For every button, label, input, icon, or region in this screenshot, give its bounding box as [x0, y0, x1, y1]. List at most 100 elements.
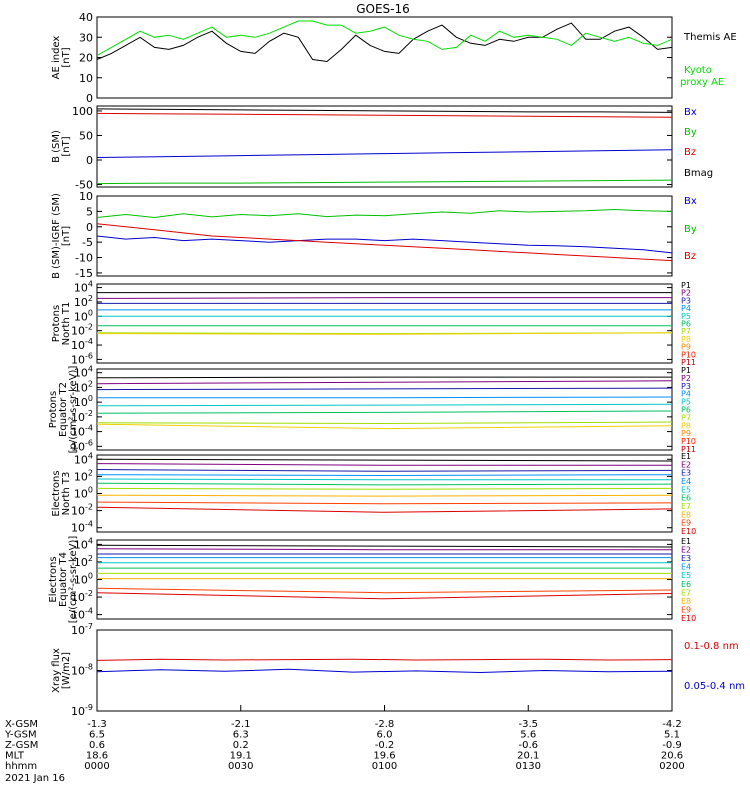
y-axis-label: B (SM)-IGRF (SM): [51, 193, 62, 279]
legend-entry: P2: [681, 289, 691, 298]
series-line-p7: [96, 421, 673, 425]
y-tick-label: 10-6: [71, 438, 93, 453]
panel-frame: [96, 454, 673, 533]
ephemeris-value: -0.6: [518, 740, 538, 751]
series-line-by: [96, 179, 673, 185]
panel-frame: [96, 283, 673, 364]
y-axis-label: [nT]: [61, 226, 72, 246]
y-tick-label: 10-2: [71, 323, 93, 338]
legend-entry: E2: [681, 546, 691, 555]
series-line-p8: [96, 332, 673, 335]
y-axis-label: [nT]: [61, 136, 72, 156]
panel-8: 10-7 10-8 10-9 Xray flux [W/m2] 0.1-0.8 nm 0.0…: [51, 622, 745, 718]
legend-entry: Bx: [684, 107, 697, 118]
legend-entry: E3: [681, 469, 691, 478]
y-tick-label: 0: [86, 92, 93, 105]
series-line-bz: [96, 112, 673, 118]
panel-6: 104 102 100 10-2 10-4 Electrons North T3 E1E2E3…: [51, 451, 696, 536]
panel-frame: [96, 368, 673, 451]
y-tick-label: 100: [74, 394, 93, 409]
legend-entry: P1: [681, 366, 691, 375]
series-line-e9: [96, 587, 673, 594]
ephemeris-row-label: Y-GSM: [4, 730, 37, 741]
y-tick-label: -15: [75, 267, 93, 280]
legend-entry: P4: [681, 390, 691, 399]
y-axis-label: Protons: [48, 391, 59, 428]
legend-entry: E8: [681, 510, 691, 519]
y-tick-label: -10: [75, 252, 93, 265]
y-tick-label: 104: [74, 451, 93, 466]
legend-entry: Kyoto proxy AE: [680, 65, 724, 88]
legend-entry: 0.05-0.4 nm: [684, 681, 745, 692]
series-line-e9: [96, 501, 673, 505]
legend-entry: By: [684, 224, 697, 235]
series-line-0-05-0-4-nm: [96, 668, 673, 674]
ephemeris-value: 5.6: [520, 730, 536, 741]
y-axis-label: Electrons: [48, 556, 59, 602]
y-tick-label: 102: [74, 379, 93, 394]
ephemeris-value: 0130: [516, 761, 541, 772]
legend-entry: P5: [681, 398, 691, 407]
y-tick-label: 100: [74, 308, 93, 323]
ephemeris-value: 0.6: [89, 740, 105, 751]
x-axis-ephemeris: X-GSM -1.3 -2.1 -2.8 -3.5 -4.2 Y-GSM 6.5 6.3 6.0 5…: [4, 705, 685, 784]
y-tick-label: -5: [82, 236, 93, 249]
ephemeris-value: 6.3: [233, 730, 249, 741]
legend-entry: P11: [681, 445, 696, 454]
legend-entry: By: [684, 127, 697, 138]
series-line-e10: [96, 592, 673, 600]
legend-entry: P9: [681, 429, 691, 438]
y-tick-label: 10-8: [71, 663, 93, 678]
y-tick-label: 10-7: [71, 622, 93, 637]
series-line-bz: [96, 223, 673, 262]
y-tick-label: 10-2: [71, 589, 93, 604]
y-tick-label: 10-4: [71, 337, 93, 352]
series-line-e10: [96, 506, 673, 513]
y-axis-label: Equator T4: [58, 552, 69, 607]
ephemeris-value: -0.9: [662, 740, 682, 751]
legend-entry: P7: [681, 413, 691, 422]
legend-entry: P8: [681, 335, 691, 344]
legend-entry: E9: [681, 519, 691, 528]
legend-entry: P2: [681, 374, 691, 383]
y-tick-label: 104: [74, 365, 93, 380]
y-tick-label: 104: [74, 280, 93, 295]
series-line-p2: [96, 380, 673, 385]
series-line-by: [96, 208, 673, 219]
ephemeris-value: -2.8: [375, 719, 395, 730]
y-axis-label: [e/(cm²-s-sr-keV)]: [68, 536, 79, 624]
date-label: 2021 Jan 16: [5, 773, 65, 784]
legend-entry: 0.1-0.8 nm: [684, 641, 739, 652]
y-axis-label: North T3: [61, 472, 72, 516]
legend-entry: E9: [681, 605, 691, 614]
y-tick-label: 104: [74, 536, 93, 551]
legend-entry: E10: [681, 614, 696, 623]
legend-entry: P8: [681, 421, 691, 430]
y-tick-label: 20: [79, 52, 93, 65]
y-tick-label: -50: [75, 179, 93, 192]
legend-entry: Bz: [684, 147, 696, 158]
legend-entry: P7: [681, 327, 691, 336]
y-axis-label: Protons: [51, 305, 62, 342]
legend-entry: P5: [681, 312, 691, 321]
y-tick-label: 100: [72, 105, 93, 118]
ephemeris-value: 6.0: [377, 730, 393, 741]
legend-entry: Bmag: [684, 168, 713, 179]
ephemeris-row-label: Z-GSM: [5, 740, 38, 751]
y-tick-label: 50: [79, 129, 93, 142]
y-tick-label: 100: [74, 572, 93, 587]
y-tick-label: 10-4: [71, 424, 93, 439]
panel-frame: [96, 195, 673, 277]
series-line-p4: [97, 396, 673, 399]
legend-entry: E3: [681, 554, 691, 563]
ephemeris-value: 20.6: [661, 751, 683, 762]
series-line-kyoto-proxy-ae: [96, 20, 673, 56]
ephemeris-row-label: X-GSM: [5, 719, 38, 730]
y-tick-label: 10: [79, 72, 93, 85]
panel-7: 104 102 100 10-2 10-4 Electrons Equator T4 [e/(…: [48, 536, 696, 624]
y-tick-label: 100: [74, 486, 93, 501]
ephemeris-value: 5.1: [664, 730, 680, 741]
ephemeris-value: 0200: [659, 761, 684, 772]
y-axis-label: North T1: [61, 302, 72, 346]
